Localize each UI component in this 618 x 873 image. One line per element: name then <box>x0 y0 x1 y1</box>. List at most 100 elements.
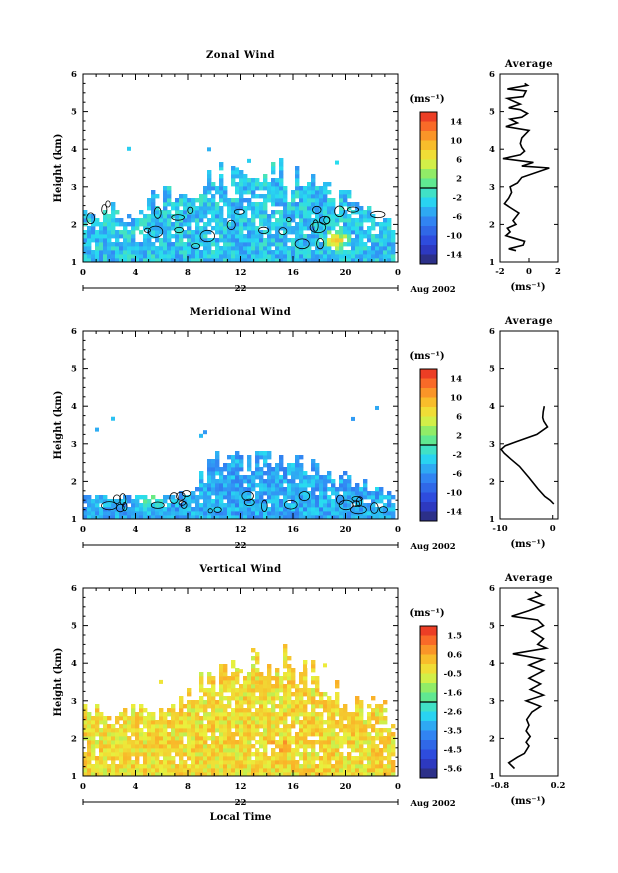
heatmap-cell <box>147 246 152 251</box>
heatmap-cell <box>267 234 272 239</box>
heatmap-cell <box>307 728 312 733</box>
heatmap-cell <box>159 712 164 717</box>
heatmap-cell <box>127 728 132 733</box>
heatmap-cell <box>267 491 272 496</box>
colorbar-swatch <box>420 378 437 389</box>
heatmap-cell <box>323 186 328 191</box>
heatmap-cell <box>327 764 332 769</box>
heatmap-cell <box>371 768 376 773</box>
heatmap-cell <box>195 198 200 203</box>
heatmap-cell <box>327 218 332 223</box>
heatmap-cell <box>255 652 260 657</box>
heatmap-cell <box>175 736 180 741</box>
heatmap-cell <box>211 238 216 243</box>
heatmap-cell <box>307 182 312 187</box>
heatmap-cell <box>387 507 392 512</box>
heatmap-cell <box>159 772 164 777</box>
heatmap-cell <box>127 234 132 239</box>
heatmap-cell <box>359 214 364 219</box>
heatmap-cell <box>147 214 152 219</box>
heatmap-cell <box>339 740 344 745</box>
heatmap-cell <box>179 511 184 516</box>
heatmap-cell <box>227 716 232 721</box>
heatmap-cell <box>343 712 348 717</box>
heatmap-cell <box>347 724 352 729</box>
heatmap-cell <box>115 218 120 223</box>
heatmap-cell <box>339 258 344 263</box>
heatmap-cell <box>311 507 316 512</box>
heatmap-cell <box>279 463 284 468</box>
heatmap-cell <box>303 487 308 492</box>
heatmap-cell <box>243 676 248 681</box>
heatmap-cell <box>383 764 388 769</box>
heatmap-cell <box>315 471 320 476</box>
heatmap-cell <box>251 656 256 661</box>
heatmap-cell <box>259 740 264 745</box>
colorbar-tick-label: -14 <box>447 251 462 261</box>
heatmap-cell <box>347 511 352 516</box>
heatmap-cell <box>235 222 240 227</box>
heatmap-cell <box>283 206 288 211</box>
heatmap-cell <box>231 258 236 263</box>
heatmap-cell <box>267 720 272 725</box>
heatmap-cell <box>295 511 300 516</box>
heatmap-cell <box>371 764 376 769</box>
heatmap-cell <box>119 728 124 733</box>
heatmap-cell <box>299 258 304 263</box>
heatmap-cell <box>359 230 364 235</box>
heatmap-cell <box>163 728 168 733</box>
heatmap-cell <box>327 704 332 709</box>
average-title: Average <box>504 59 553 70</box>
colorbar-swatch <box>420 711 437 722</box>
heatmap-cell <box>219 250 224 255</box>
heatmap-cell <box>327 254 332 259</box>
heatmap-cell <box>95 254 100 259</box>
heatmap-cell <box>335 491 340 496</box>
heatmap-cell <box>211 736 216 741</box>
heatmap-cell <box>183 214 188 219</box>
heatmap-cell <box>203 744 208 749</box>
heatmap-cell <box>179 768 184 773</box>
heatmap-cell <box>159 752 164 757</box>
heatmap-cell <box>211 511 216 516</box>
heatmap-cell <box>239 720 244 725</box>
heatmap-cell <box>219 752 224 757</box>
heatmap-cell <box>239 186 244 191</box>
heatmap-cell <box>95 507 100 512</box>
heatmap-cell <box>155 226 160 231</box>
heatmap-cell <box>187 764 192 769</box>
heatmap-cell <box>259 202 264 207</box>
heatmap-cell <box>307 190 312 195</box>
heatmap-cell <box>315 214 320 219</box>
heatmap-cell <box>263 692 268 697</box>
heatmap-cell <box>243 218 248 223</box>
heatmap-cell <box>331 700 336 705</box>
heatmap-cell <box>99 712 104 717</box>
heatmap-cell <box>231 712 236 717</box>
heatmap-cell <box>283 768 288 773</box>
heatmap-cell <box>163 768 168 773</box>
heatmap-cell <box>251 752 256 757</box>
heatmap-cell <box>259 475 264 480</box>
heatmap-cell <box>255 511 260 516</box>
heatmap-cell <box>231 178 236 183</box>
heatmap-cell <box>207 760 212 765</box>
heatmap-cell <box>143 511 148 516</box>
heatmap-cell <box>111 760 116 765</box>
heatmap-cell <box>207 764 212 769</box>
heatmap-cell <box>271 704 276 709</box>
heatmap-cell <box>363 491 368 496</box>
heatmap-cell <box>327 226 332 231</box>
heatmap-cell <box>227 210 232 215</box>
heatmap-cell <box>143 254 148 259</box>
heatmap-cell <box>355 230 360 235</box>
heatmap-cell <box>243 499 248 504</box>
heatmap-cell <box>163 210 168 215</box>
heatmap-cell <box>347 772 352 777</box>
heatmap-cell <box>343 491 348 496</box>
colorbar-tick-label: 6 <box>456 413 462 423</box>
heatmap-cell <box>143 724 148 729</box>
heatmap-cell <box>123 756 128 761</box>
heatmap-cell <box>279 712 284 717</box>
heatmap-cell <box>91 218 96 223</box>
